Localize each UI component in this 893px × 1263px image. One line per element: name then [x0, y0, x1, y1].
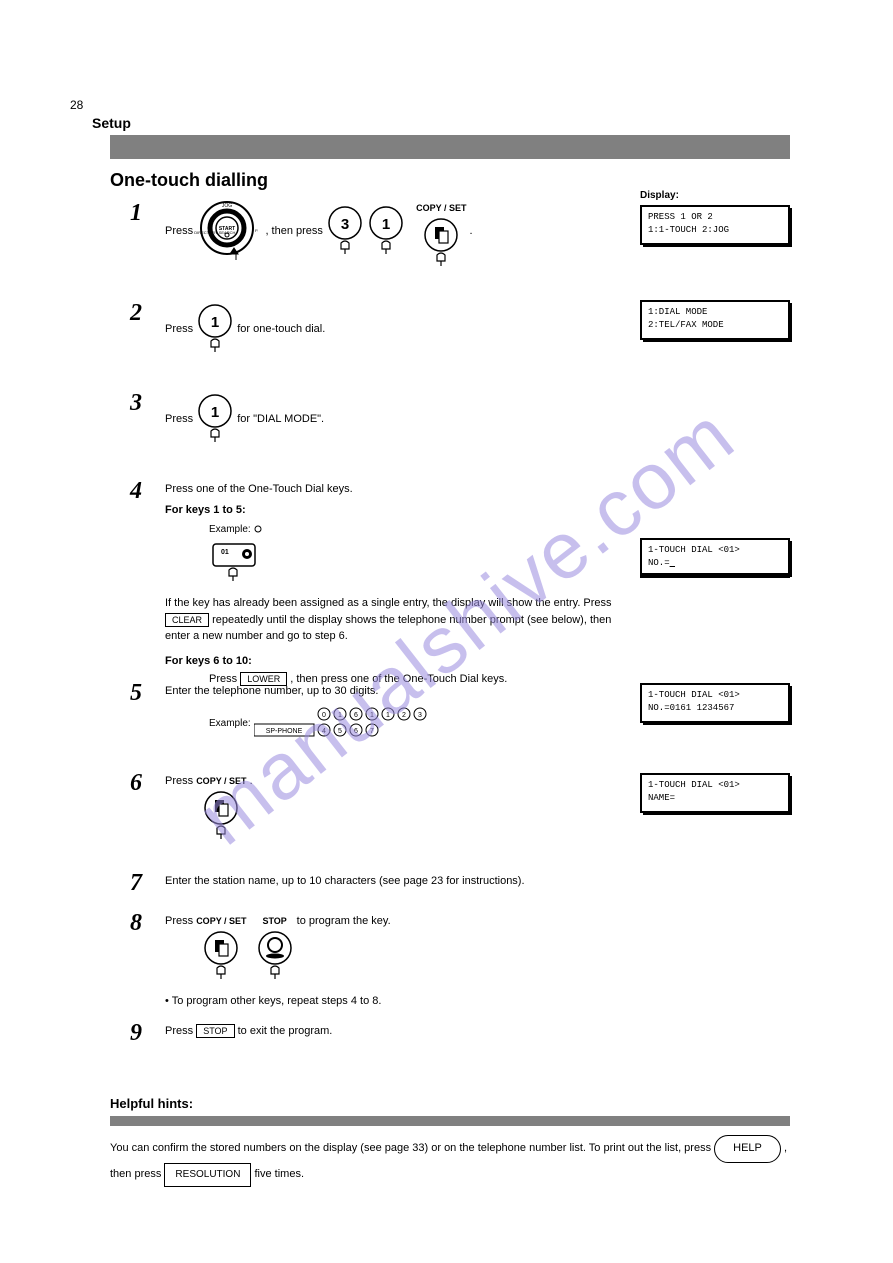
step-2-text: Press 1 for one-touch dial.	[165, 303, 615, 355]
key-3-icon: 3	[326, 205, 364, 257]
display-4: 1-TOUCH DIAL <01> NO.=	[640, 538, 790, 578]
svg-text:SP-PHONE: SP-PHONE	[265, 728, 302, 735]
stop-button-icon	[256, 930, 294, 982]
step-8-text: Press COPY / SET STOP to program the key…	[165, 913, 615, 1010]
step-1-num: 1	[130, 200, 142, 227]
copy-set-label-1: COPY / SET	[416, 203, 466, 213]
svg-text:6: 6	[354, 728, 358, 735]
step-4-num: 4	[130, 478, 142, 505]
svg-text:6: 6	[354, 712, 358, 719]
function-tiny-label: FUNCTION	[255, 228, 258, 233]
display-2: 1:DIAL MODE 2:TEL/FAX MODE	[640, 300, 790, 340]
svg-text:2: 2	[402, 712, 406, 719]
svg-text:1: 1	[386, 712, 390, 719]
copy-set-label-2: COPY / SET	[196, 776, 246, 786]
step-6-num: 6	[130, 770, 142, 797]
svg-text:0: 0	[322, 712, 326, 719]
page-number: 28	[70, 98, 83, 112]
set-button-icon-2	[202, 790, 240, 842]
display-6: 1-TOUCH DIAL <01> NAME=	[640, 773, 790, 813]
step-9-num: 9	[130, 1020, 142, 1047]
copy-set-label-3: COPY / SET	[196, 916, 246, 926]
jog-label: JOG	[222, 203, 232, 209]
key-1-icon: 1	[367, 205, 405, 257]
step-8-num: 8	[130, 910, 142, 937]
for-keys-1-5: For keys 1 to 5:	[165, 504, 246, 516]
hints-heading: Helpful hints:	[110, 1096, 193, 1111]
header-bar	[110, 135, 790, 159]
svg-text:7: 7	[370, 728, 374, 735]
svg-text:01: 01	[221, 549, 229, 556]
key-1-icon-b: 1	[196, 303, 234, 355]
page-heading: One-touch dialling	[110, 170, 268, 191]
display-5: 1-TOUCH DIAL <01> NO.=0161 1234567	[640, 683, 790, 723]
step-6-text: Press COPY / SET .	[165, 773, 615, 847]
resolution-button[interactable]: RESOLUTION	[164, 1163, 251, 1187]
for-keys-6-10: For keys 6 to 10:	[165, 655, 252, 667]
svg-text:3: 3	[341, 216, 349, 233]
display-1: PRESS 1 OR 2 1:1-TOUCH 2:JOG	[640, 205, 790, 245]
bullet-circle-icon	[254, 525, 262, 533]
key-1-icon-c: 1	[196, 393, 234, 445]
step-7-num: 7	[130, 870, 142, 897]
svg-text:5: 5	[338, 728, 342, 735]
one-touch-key-icon: 01	[209, 540, 259, 584]
svg-text:1: 1	[370, 712, 374, 719]
help-button[interactable]: HELP	[714, 1135, 781, 1163]
step-5-text: Enter the telephone number, up to 30 dig…	[165, 683, 615, 740]
digit-keys-icon: 0 1 6 1 1 2 3 SP-PHONE 4 5 6 7	[254, 706, 464, 740]
directory-label: DIRECTORY SEARCH	[194, 230, 235, 235]
svg-text:1: 1	[211, 404, 219, 421]
svg-text:1: 1	[211, 314, 219, 331]
step-3-text: Press 1 for "DIAL MODE".	[165, 393, 615, 445]
svg-text:1: 1	[382, 216, 390, 233]
svg-text:4: 4	[322, 728, 326, 735]
stop-button-ref: STOP	[196, 1024, 234, 1038]
step-3-num: 3	[130, 390, 142, 417]
step-5-num: 5	[130, 680, 142, 707]
clear-button-ref: CLEAR	[165, 613, 209, 627]
footer-text: You can confirm the stored numbers on th…	[110, 1135, 790, 1187]
step-9-text: Press STOP to exit the program.	[165, 1023, 615, 1040]
set-button-icon-3	[202, 930, 240, 982]
stop-label: STOP	[262, 916, 286, 926]
step-4-text: Press one of the One-Touch Dial keys. Fo…	[165, 481, 635, 688]
svg-text:1: 1	[338, 712, 342, 719]
set-button-icon-1	[422, 217, 460, 269]
section-title: Setup	[92, 115, 131, 131]
step-7-text: Enter the station name, up to 10 charact…	[165, 873, 615, 890]
step-2-num: 2	[130, 300, 142, 327]
step-1-text: Press START JOG FUNCTION DIRECTORY SEARC…	[165, 200, 615, 274]
display-label: Display:	[640, 190, 679, 201]
footer-bar	[110, 1116, 790, 1126]
svg-text:3: 3	[418, 712, 422, 719]
